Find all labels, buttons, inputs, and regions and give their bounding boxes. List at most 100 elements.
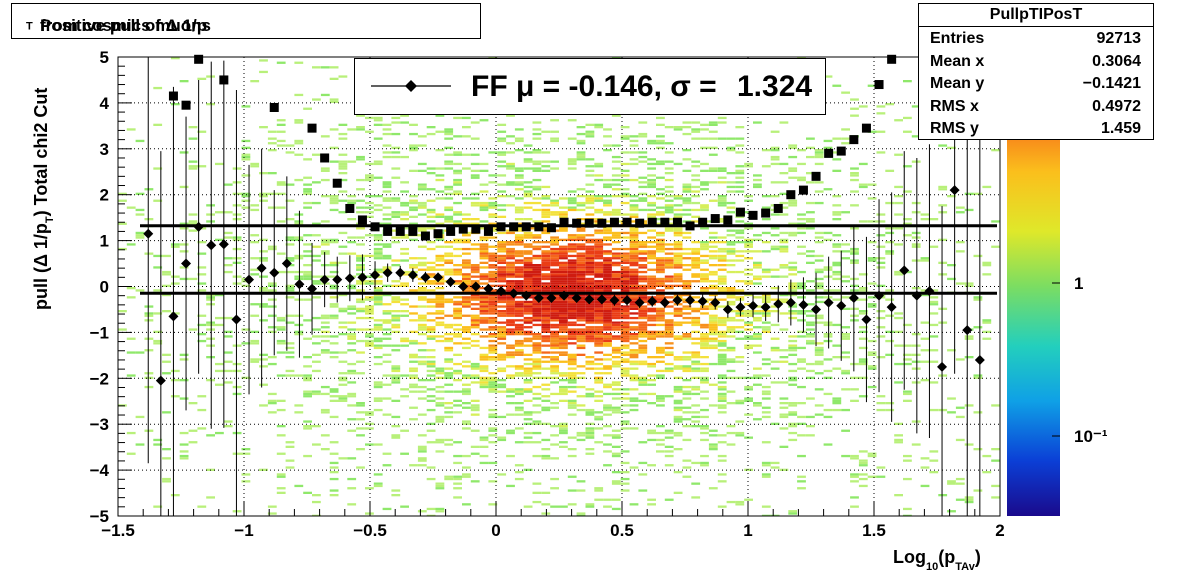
heat-cell [973,411,983,414]
heat-cell [285,441,295,444]
mean-point [571,292,582,303]
heat-cell [576,385,586,389]
heat-cell [585,259,595,262]
heat-cell [488,204,498,207]
heat-cell [506,323,515,327]
heat-cell [567,243,577,246]
heat-cell [470,280,480,283]
heat-cell [514,305,524,308]
mean-point [836,300,847,311]
heat-cell [611,211,621,214]
heat-cell [506,273,515,276]
heat-cell [726,241,736,244]
mean-point [143,228,154,239]
heat-cell [567,287,577,290]
heat-cell [276,339,286,343]
heat-cell [506,395,515,398]
stats-title: PullpTIPosT [919,4,1153,27]
heat-cell [638,185,648,189]
heat-cell [506,454,515,458]
heat-cell [294,93,304,97]
heat-cell [462,259,471,262]
heat-cell [382,360,392,363]
heat-cell [541,227,551,230]
heat-cell [329,238,339,241]
heat-cell [462,241,471,244]
heat-cell [462,234,471,237]
heat-cell [576,431,586,435]
heat-cell [629,273,639,276]
heat-cell [470,374,480,377]
heat-cell [647,287,656,290]
heat-cell [876,105,886,108]
heat-cell [409,146,418,149]
heat-cell [779,300,789,304]
heat-cell [365,312,374,315]
heat-cell [197,427,207,430]
heat-cell [206,356,215,359]
heat-cell [708,284,718,287]
heat-cell [673,229,683,232]
heat-cell [523,441,533,444]
heat-cell [823,408,833,412]
sigma-point [635,218,645,228]
heat-cell [585,434,595,437]
heat-cell [594,337,604,340]
heat-cell [567,337,577,340]
heat-cell [744,413,753,416]
heat-cell [567,247,577,251]
heat-cell [761,505,771,508]
heat-cell [347,160,357,163]
heat-cell [929,408,939,412]
heat-cell [559,206,568,209]
heat-cell [435,282,445,285]
heat-cell [964,404,974,407]
heat-cell [541,195,551,198]
heat-cell [523,243,533,246]
heat-cell [479,335,489,338]
heat-cell [444,206,454,209]
heat-cell [532,245,542,248]
heat-cell [576,126,586,129]
heat-cell [911,333,921,336]
heat-cell [629,243,639,246]
heat-cell [876,356,886,359]
heat-cell [514,243,524,246]
heat-cell [708,339,718,343]
heat-cell [858,376,868,379]
heat-cell [435,293,445,297]
heat-cell [400,310,409,313]
heat-cell [338,132,348,136]
heat-cell [894,441,903,444]
heat-cell [514,139,524,143]
heat-cell [303,356,312,359]
heat-cell [638,473,648,476]
heat-cell [594,427,604,430]
heat-cell [823,268,833,271]
heat-cell [850,227,859,230]
heat-cell [532,268,542,271]
sigma-point [357,215,367,225]
heat-cell [435,259,445,262]
heat-cell [470,333,480,336]
heat-cell [576,344,586,347]
heat-cell [761,328,771,331]
heat-cell [664,247,674,251]
heat-cell [232,431,242,435]
heat-cell [744,328,753,331]
heat-cell [338,383,348,386]
heat-cell [929,459,939,462]
heat-cell [691,411,701,414]
heat-cell [841,372,850,375]
heat-cell [664,208,674,212]
heat-cell [735,169,745,172]
heat-cell [594,174,604,177]
heat-cell [170,57,180,60]
heat-cell [664,353,674,356]
heat-cell [497,261,507,264]
heat-cell [400,282,409,285]
heat-cell [682,201,692,205]
heat-cell [656,282,665,285]
heat-cell [947,146,956,149]
heat-cell [629,333,639,336]
